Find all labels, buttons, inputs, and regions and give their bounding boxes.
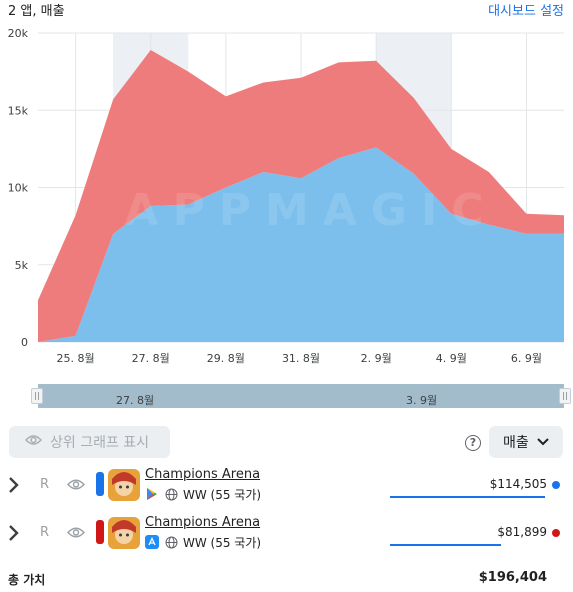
app-icon xyxy=(108,469,140,501)
x-tick-label: 4. 9월 xyxy=(436,352,467,365)
total-label: 총 가치 xyxy=(8,573,46,587)
app-name-link[interactable]: Champions Arena xyxy=(145,467,261,482)
page-title: 2 앱, 매출 xyxy=(8,4,65,19)
y-tick-label: 10k xyxy=(8,182,29,195)
app-region: WW (55 국가) xyxy=(183,488,262,502)
metric-dropdown-value: 매출 xyxy=(503,435,529,451)
series-dot xyxy=(552,529,560,537)
app-store-icon xyxy=(145,534,159,549)
globe-icon xyxy=(165,534,178,549)
series-color-marker xyxy=(96,520,104,544)
navigator-label: 27. 8월 xyxy=(116,394,155,407)
revenue-area-chart: APPMAGIC 0 5k 10k 15k 20k 25. 8월 27. 8월 29. 8월 31… xyxy=(8,27,564,365)
app-region: WW (55 국가) xyxy=(183,536,262,550)
series-color-marker xyxy=(96,472,104,496)
x-tick-label: 31. 8월 xyxy=(282,352,320,365)
eye-icon[interactable] xyxy=(67,476,85,495)
y-tick-label: 0 xyxy=(21,336,28,349)
show-top-graph-label: 상위 그래프 표시 xyxy=(50,435,150,451)
dashboard-settings-link[interactable]: 대시보드 설정 xyxy=(488,4,564,19)
show-top-graph-button[interactable]: 상위 그래프 표시 xyxy=(9,426,170,458)
x-tick-label: 2. 9월 xyxy=(361,352,392,365)
chevron-right-icon[interactable] xyxy=(8,476,20,498)
navigator-label: 3. 9월 xyxy=(406,394,438,407)
x-tick-label: 29. 8월 xyxy=(207,352,245,365)
series-area-1 xyxy=(38,49,564,343)
y-tick-label: 5k xyxy=(15,259,29,272)
eye-icon xyxy=(25,434,42,450)
dashboard-header: 2 앱, 매출 대시보드 설정 xyxy=(0,0,573,20)
app-revenue-value: $114,505 xyxy=(489,477,547,491)
app-icon xyxy=(108,517,140,549)
total-row: 총 가치 $196,404 xyxy=(0,568,573,590)
app-row: R Champions Arena WW (55 국가) $114,505 xyxy=(0,465,573,505)
navigator-right-handle[interactable] xyxy=(559,388,571,404)
series-area-0 xyxy=(38,147,564,342)
range-navigator[interactable]: 27. 8월 3. 9월 xyxy=(31,384,571,408)
r-toggle[interactable]: R xyxy=(40,525,50,540)
chevron-down-icon xyxy=(537,434,549,450)
globe-icon xyxy=(165,486,178,501)
revenue-share-bar xyxy=(390,496,545,498)
navigator-track[interactable] xyxy=(38,384,564,408)
y-tick-label: 15k xyxy=(8,104,29,117)
revenue-chart: APPMAGIC 0 5k 10k 15k 20k 25. 8월 27. 8월 29. 8월 31… xyxy=(0,20,573,372)
app-row: R Champions Arena WW (55 국가) $81,899 xyxy=(0,513,573,553)
series-dot xyxy=(552,481,560,489)
help-icon[interactable]: ? xyxy=(465,435,481,451)
y-tick-label: 20k xyxy=(8,27,29,40)
revenue-share-bar xyxy=(390,544,501,546)
chevron-right-icon[interactable] xyxy=(8,524,20,546)
app-name-link[interactable]: Champions Arena xyxy=(145,515,261,530)
x-tick-label: 25. 8월 xyxy=(57,352,95,365)
google-play-icon xyxy=(145,486,159,500)
eye-icon[interactable] xyxy=(67,524,85,543)
r-toggle[interactable]: R xyxy=(40,477,50,492)
watermark-text: APPMAGIC xyxy=(124,185,497,236)
total-value: $196,404 xyxy=(478,570,547,585)
navigator-left-handle[interactable] xyxy=(31,388,43,404)
metric-dropdown[interactable]: 매출 xyxy=(489,426,563,458)
x-tick-label: 6. 9월 xyxy=(511,352,542,365)
x-tick-label: 27. 8월 xyxy=(132,352,170,365)
chart-toolbar: 상위 그래프 표시 ? 매출 xyxy=(0,426,573,460)
app-revenue-value: $81,899 xyxy=(497,525,547,539)
